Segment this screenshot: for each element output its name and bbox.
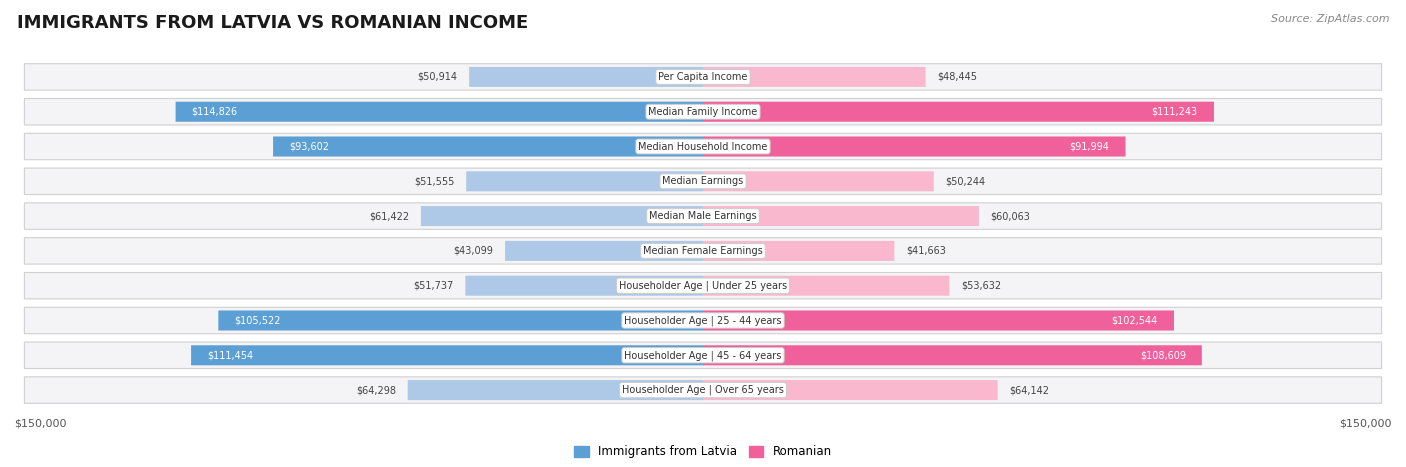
FancyBboxPatch shape — [465, 276, 703, 296]
Text: Median Female Earnings: Median Female Earnings — [643, 246, 763, 256]
Text: Householder Age | 45 - 64 years: Householder Age | 45 - 64 years — [624, 350, 782, 361]
FancyBboxPatch shape — [24, 203, 1382, 229]
Text: $150,000: $150,000 — [14, 418, 66, 429]
Text: Source: ZipAtlas.com: Source: ZipAtlas.com — [1271, 14, 1389, 24]
Text: $93,602: $93,602 — [290, 142, 329, 151]
FancyBboxPatch shape — [24, 168, 1382, 195]
Text: $60,063: $60,063 — [990, 211, 1031, 221]
FancyBboxPatch shape — [703, 67, 925, 87]
FancyBboxPatch shape — [703, 276, 949, 296]
FancyBboxPatch shape — [703, 206, 979, 226]
FancyBboxPatch shape — [24, 377, 1382, 403]
FancyBboxPatch shape — [420, 206, 703, 226]
Text: $102,544: $102,544 — [1112, 316, 1159, 325]
Text: Per Capita Income: Per Capita Income — [658, 72, 748, 82]
Text: $50,914: $50,914 — [418, 72, 458, 82]
FancyBboxPatch shape — [273, 136, 703, 156]
Text: $111,454: $111,454 — [207, 350, 253, 360]
FancyBboxPatch shape — [505, 241, 703, 261]
FancyBboxPatch shape — [176, 102, 703, 122]
Text: $43,099: $43,099 — [454, 246, 494, 256]
FancyBboxPatch shape — [703, 345, 1202, 365]
Legend: Immigrants from Latvia, Romanian: Immigrants from Latvia, Romanian — [571, 442, 835, 462]
FancyBboxPatch shape — [24, 238, 1382, 264]
Text: Median Family Income: Median Family Income — [648, 107, 758, 117]
FancyBboxPatch shape — [24, 307, 1382, 334]
FancyBboxPatch shape — [703, 136, 1126, 156]
Text: Householder Age | Over 65 years: Householder Age | Over 65 years — [621, 385, 785, 396]
FancyBboxPatch shape — [24, 342, 1382, 368]
Text: IMMIGRANTS FROM LATVIA VS ROMANIAN INCOME: IMMIGRANTS FROM LATVIA VS ROMANIAN INCOM… — [17, 14, 529, 32]
Text: $51,737: $51,737 — [413, 281, 454, 290]
FancyBboxPatch shape — [467, 171, 703, 191]
Text: Householder Age | 25 - 44 years: Householder Age | 25 - 44 years — [624, 315, 782, 326]
FancyBboxPatch shape — [218, 311, 703, 331]
FancyBboxPatch shape — [703, 171, 934, 191]
FancyBboxPatch shape — [24, 272, 1382, 299]
Text: $61,422: $61,422 — [370, 211, 409, 221]
Text: Householder Age | Under 25 years: Householder Age | Under 25 years — [619, 281, 787, 291]
Text: $114,826: $114,826 — [191, 107, 238, 117]
Text: Median Male Earnings: Median Male Earnings — [650, 211, 756, 221]
Text: $64,298: $64,298 — [356, 385, 396, 395]
FancyBboxPatch shape — [703, 241, 894, 261]
Text: $91,994: $91,994 — [1070, 142, 1109, 151]
FancyBboxPatch shape — [408, 380, 703, 400]
Text: $150,000: $150,000 — [1340, 418, 1392, 429]
FancyBboxPatch shape — [24, 99, 1382, 125]
FancyBboxPatch shape — [24, 133, 1382, 160]
FancyBboxPatch shape — [703, 311, 1174, 331]
Text: $48,445: $48,445 — [936, 72, 977, 82]
FancyBboxPatch shape — [191, 345, 703, 365]
FancyBboxPatch shape — [470, 67, 703, 87]
Text: $64,142: $64,142 — [1010, 385, 1049, 395]
Text: $41,663: $41,663 — [905, 246, 946, 256]
FancyBboxPatch shape — [24, 64, 1382, 90]
FancyBboxPatch shape — [703, 380, 998, 400]
Text: Median Household Income: Median Household Income — [638, 142, 768, 151]
FancyBboxPatch shape — [703, 102, 1213, 122]
Text: $53,632: $53,632 — [960, 281, 1001, 290]
Text: Median Earnings: Median Earnings — [662, 177, 744, 186]
Text: $111,243: $111,243 — [1152, 107, 1198, 117]
Text: $50,244: $50,244 — [945, 177, 986, 186]
Text: $105,522: $105,522 — [235, 316, 281, 325]
Text: $108,609: $108,609 — [1140, 350, 1185, 360]
Text: $51,555: $51,555 — [415, 177, 454, 186]
